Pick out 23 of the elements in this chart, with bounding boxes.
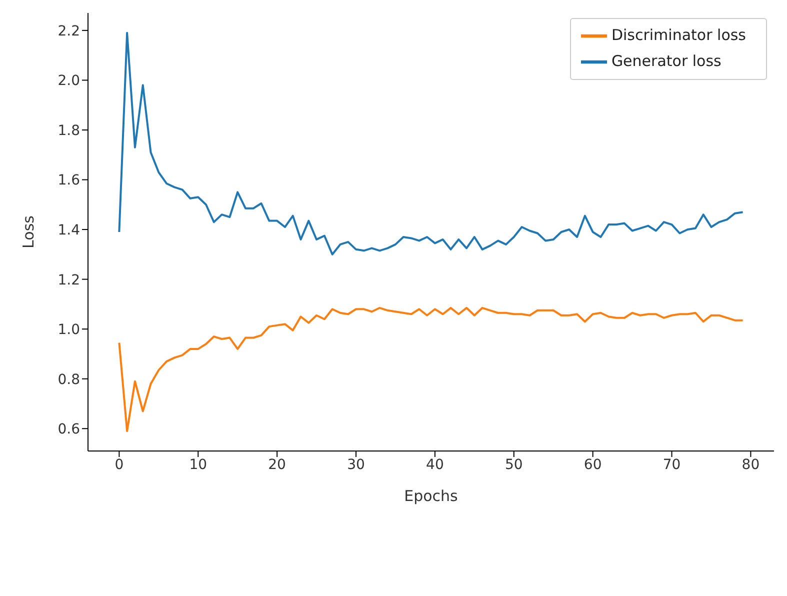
legend-label: Discriminator loss	[611, 26, 746, 44]
y-tick-label: 2.0	[58, 73, 80, 90]
x-tick-label: 50	[504, 456, 523, 473]
y-tick-label: 1.0	[58, 322, 80, 338]
y-tick-label: 1.8	[58, 122, 80, 139]
x-tick-label: 20	[268, 456, 286, 473]
x-tick-label: 10	[189, 456, 208, 473]
x-tick-label: 0	[114, 456, 124, 473]
y-tick-label: 0.8	[58, 372, 80, 388]
y-tick-label: 0.6	[58, 422, 80, 438]
y-tick-label: 1.6	[58, 172, 80, 189]
y-tick-label: 2.2	[58, 23, 80, 40]
line-series	[118, 306, 744, 432]
x-tick-label: 30	[347, 456, 365, 473]
y-tick-label: 1.2	[58, 272, 80, 288]
x-tick-label: 60	[584, 456, 602, 473]
x-axis-title: Epochs	[404, 487, 458, 505]
x-tick-label: 40	[426, 456, 444, 473]
y-axis-title: Loss	[19, 215, 38, 248]
y-tick-label: 1.4	[58, 222, 80, 238]
x-tick-label: 80	[742, 456, 760, 473]
legend-label: Generator loss	[611, 52, 722, 70]
x-tick-label: 70	[662, 456, 681, 473]
